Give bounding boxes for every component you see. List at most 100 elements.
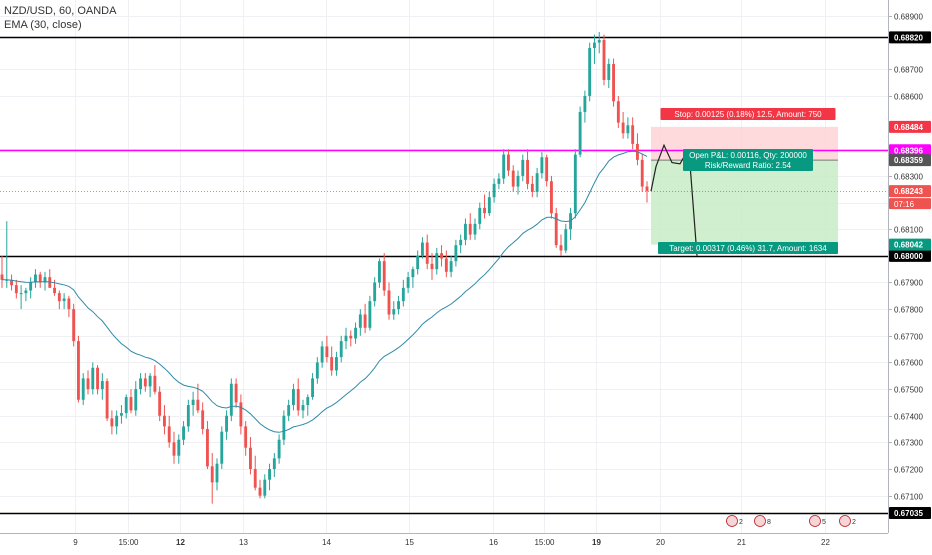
price-tag-text: 0.68359 [894,156,923,165]
candle-body [464,223,467,240]
symbol-title[interactable]: NZD/USD, 60, OANDA [4,5,117,17]
candle-body [182,426,185,440]
ema-path [2,150,648,433]
candle-body [306,397,310,406]
y-tick-label: 0.67600 [894,359,923,368]
x-tick-label: 21 [737,538,746,547]
candle-body [287,405,291,416]
x-tick-label: 15:00 [118,538,139,547]
candle-body [421,242,424,256]
candle-body [516,175,520,187]
price-tag-text: 0.68042 [894,241,923,250]
candle-body [320,346,324,363]
candle-body [616,101,620,123]
candle-body [573,154,577,214]
level-tag-bg [889,249,931,262]
candle-body [201,410,205,430]
candle-body [258,487,262,496]
candle-body [459,239,463,246]
candle-body [545,157,549,182]
candle-body [163,415,166,427]
candle-body [335,357,338,371]
candle-body [344,335,348,342]
candle-body [268,469,271,480]
candle-body [378,261,381,283]
time-axis: 9 15:00 12 13 14 15 16 15:00 19 20 21 222 8 5 2 [0,515,888,547]
level-tag-bg [889,31,931,44]
y-tick-label: 0.67500 [894,386,923,395]
candle-body [167,426,171,443]
candle-body [631,125,635,144]
candle-body [416,255,420,270]
candle-body [363,314,367,328]
risk-reward-text: Risk/Reward Ratio: 2.54 [705,161,792,170]
candle-body [358,314,362,328]
candle-body [645,186,649,192]
candle-body [392,309,396,315]
candle-body [196,399,200,411]
y-tick-label: 0.68100 [894,226,923,235]
candle-body [249,447,252,470]
event-count: 2 [852,519,856,526]
ema-line [2,150,648,433]
grid-layer [0,0,888,533]
x-tick-label: 12 [176,538,185,547]
candle-body [354,327,357,339]
candle-body [172,442,176,456]
stop-label-text: Stop: 0.00125 (0.18%) 12.5, Amount: 750 [674,110,822,119]
candle-body [34,274,37,283]
candle-body [210,466,214,483]
y-tick-label: 0.67300 [894,439,923,448]
candle-body [559,245,563,251]
candle-body [507,154,510,171]
candle-body [186,405,190,427]
x-tick-label: 9 [73,538,78,547]
candle-body [373,282,377,302]
candle-body [215,463,219,483]
candle-body [497,178,501,184]
candle-body [96,367,99,390]
level-tag-text: 0.68820 [894,33,923,42]
candle-body [277,439,281,459]
candle-body [62,298,66,302]
candle-body [86,378,90,390]
candle-body [602,39,606,80]
candle-body [492,183,496,198]
stop-label-bg [660,108,836,120]
indicator-title[interactable]: EMA (30, close) [4,19,82,31]
candles [0,31,649,504]
candle-body [263,479,267,496]
candle-body [229,383,233,416]
candle-body [511,170,515,187]
candle-body [473,223,477,235]
candle-body [478,207,482,224]
candle-body [387,290,391,315]
candle-body [124,397,128,414]
candle-body [53,287,56,294]
event-flag-icon [839,515,851,527]
candle-body [272,458,276,470]
candle-body [612,63,615,102]
candle-body [0,274,4,280]
candle-body [81,378,85,400]
candle-body [368,301,372,328]
candle-body [526,159,529,184]
candle-body [14,285,18,294]
x-tick-label: 15:00 [534,538,555,547]
candle-body [206,429,209,467]
y-tick-label: 0.68300 [894,173,923,182]
candle-body [521,159,525,176]
target-label-text: Target: 0.00317 (0.46%) 31.7, Amount: 16… [669,244,827,253]
level-tag-text: 0.68000 [894,252,923,261]
candle-body [535,173,539,192]
price-tag-bg [889,238,931,251]
candle-body [640,159,644,187]
magenta-level-tag-text: 0.68396 [894,146,923,155]
y-tick-label: 0.67100 [894,493,923,502]
target-label-bg [658,242,838,254]
price-tag-bg [889,185,931,198]
candle-body [593,42,596,48]
candle-body [239,402,243,427]
